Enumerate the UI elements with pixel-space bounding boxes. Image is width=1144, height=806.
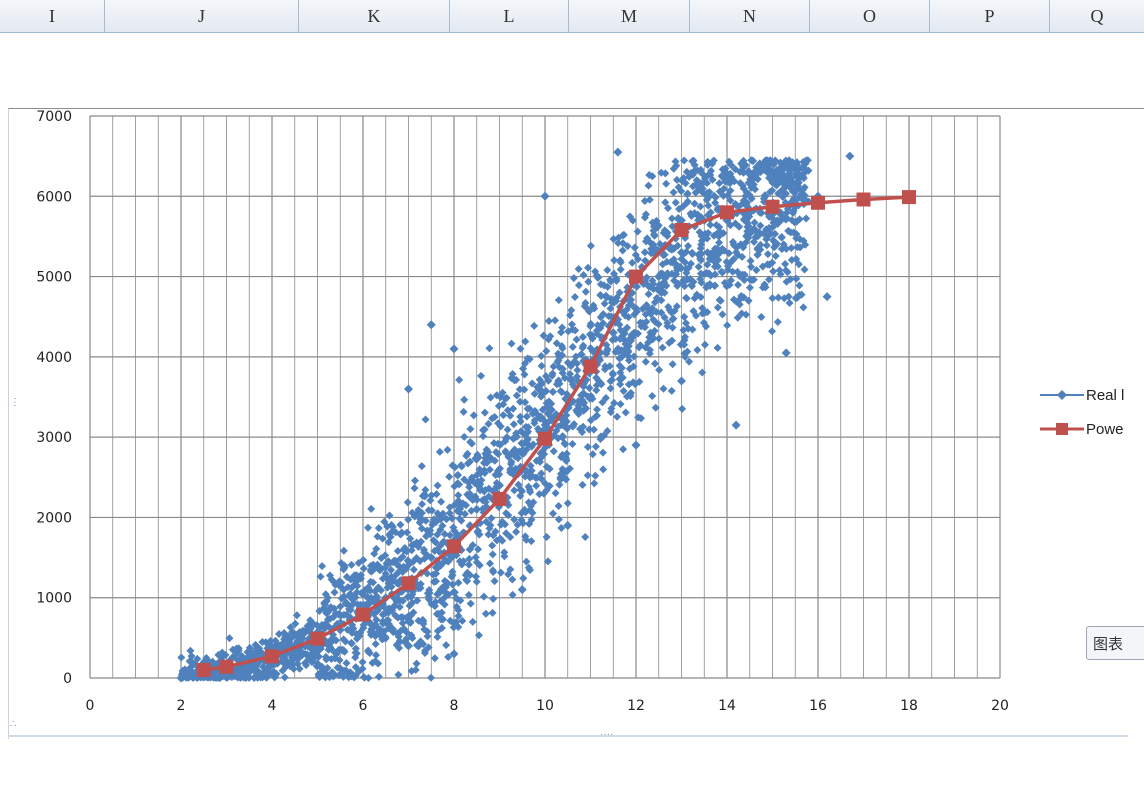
column-header-label: O <box>863 5 876 26</box>
resize-handle-bottom-icon[interactable]: ···· <box>600 729 614 740</box>
chart-bottom-border <box>8 735 1128 737</box>
column-header-l[interactable]: L <box>450 0 569 32</box>
column-header-bar: I J K L M N O P Q <box>0 0 1144 33</box>
legend-power-marker-icon <box>1040 423 1084 435</box>
chart-popup-button[interactable]: 图表 <box>1086 626 1144 660</box>
legend-label-real: Real l <box>1086 386 1125 404</box>
column-header-label: N <box>743 5 756 26</box>
chart-area[interactable] <box>8 108 1144 739</box>
resize-handle-left-icon[interactable]: ⋮ <box>10 397 20 408</box>
column-header-label: Q <box>1090 5 1104 26</box>
column-header-label: M <box>620 5 637 26</box>
column-header-q[interactable]: Q <box>1050 0 1144 32</box>
chart-legend[interactable]: Real l Powe <box>1040 380 1144 470</box>
legend-item-real: Real l <box>1040 384 1144 406</box>
legend-label-power: Powe <box>1086 420 1124 438</box>
column-header-j[interactable]: J <box>105 0 299 32</box>
column-header-p[interactable]: P <box>930 0 1050 32</box>
column-header-m[interactable]: M <box>569 0 690 32</box>
legend-real-marker-icon <box>1040 390 1084 400</box>
column-header-label: L <box>503 5 515 26</box>
legend-item-power: Powe <box>1040 418 1144 440</box>
chart-popup-label: 图表 <box>1093 635 1124 653</box>
column-header-n[interactable]: N <box>690 0 810 32</box>
column-header-i[interactable]: I <box>0 0 105 32</box>
column-header-label: J <box>197 5 205 26</box>
column-header-label: I <box>49 5 55 26</box>
column-header-k[interactable]: K <box>299 0 450 32</box>
column-header-o[interactable]: O <box>810 0 930 32</box>
column-header-label: P <box>984 5 995 26</box>
resize-handle-corner-icon[interactable]: ∴ <box>10 719 17 730</box>
column-header-label: K <box>367 5 381 26</box>
